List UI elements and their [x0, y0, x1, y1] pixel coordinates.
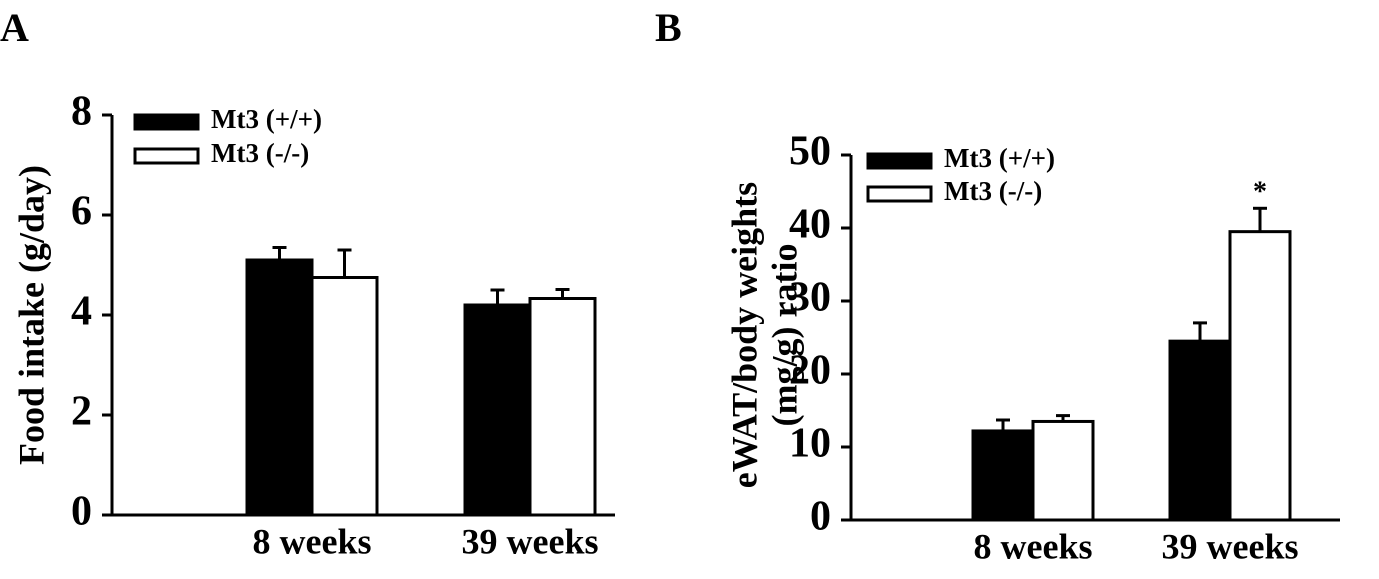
y-tick-label: 0: [71, 489, 92, 535]
y-tick-label: 6: [71, 189, 92, 235]
bar: [1228, 230, 1292, 522]
bar: [463, 303, 532, 517]
bar: [245, 258, 314, 517]
bar: [971, 429, 1035, 522]
legend-swatch: [133, 147, 200, 165]
y-tick-label: 8: [71, 89, 92, 135]
bar: [528, 297, 597, 517]
annotation: *: [1253, 177, 1267, 208]
y-tick-label: 50: [789, 129, 831, 175]
x-tick-label: 39 weeks: [462, 521, 599, 561]
y-tick-label: 10: [789, 421, 831, 467]
legend-swatch: [866, 185, 933, 203]
legend-label: Mt3 (-/-): [944, 176, 1042, 206]
y-tick-label: 30: [789, 275, 831, 321]
y-tick-label: 0: [810, 494, 831, 540]
panel-label: A: [0, 5, 29, 50]
legend-label: Mt3 (+/+): [211, 104, 322, 134]
legend-swatch: [866, 152, 933, 170]
y-tick-label: 20: [789, 348, 831, 394]
legend-label: Mt3 (+/+): [944, 143, 1055, 173]
y-axis-label: Food intake (g/day): [11, 165, 51, 465]
x-tick-label: 39 weeks: [1162, 526, 1299, 566]
legend-label: Mt3 (-/-): [211, 138, 309, 168]
x-tick-label: 8 weeks: [253, 521, 372, 561]
bar: [310, 276, 379, 517]
y-tick-label: 40: [789, 202, 831, 248]
y-axis-label: eWAT/body weights: [724, 182, 764, 488]
y-axis-label: (mg/g) ratio: [764, 244, 804, 427]
x-tick-label: 8 weeks: [974, 526, 1093, 566]
legend-swatch: [133, 113, 200, 131]
y-tick-label: 2: [71, 389, 92, 435]
bar: [1168, 339, 1232, 522]
bar: [1031, 419, 1095, 522]
panel-label: B: [655, 5, 682, 50]
y-tick-label: 4: [71, 289, 92, 335]
